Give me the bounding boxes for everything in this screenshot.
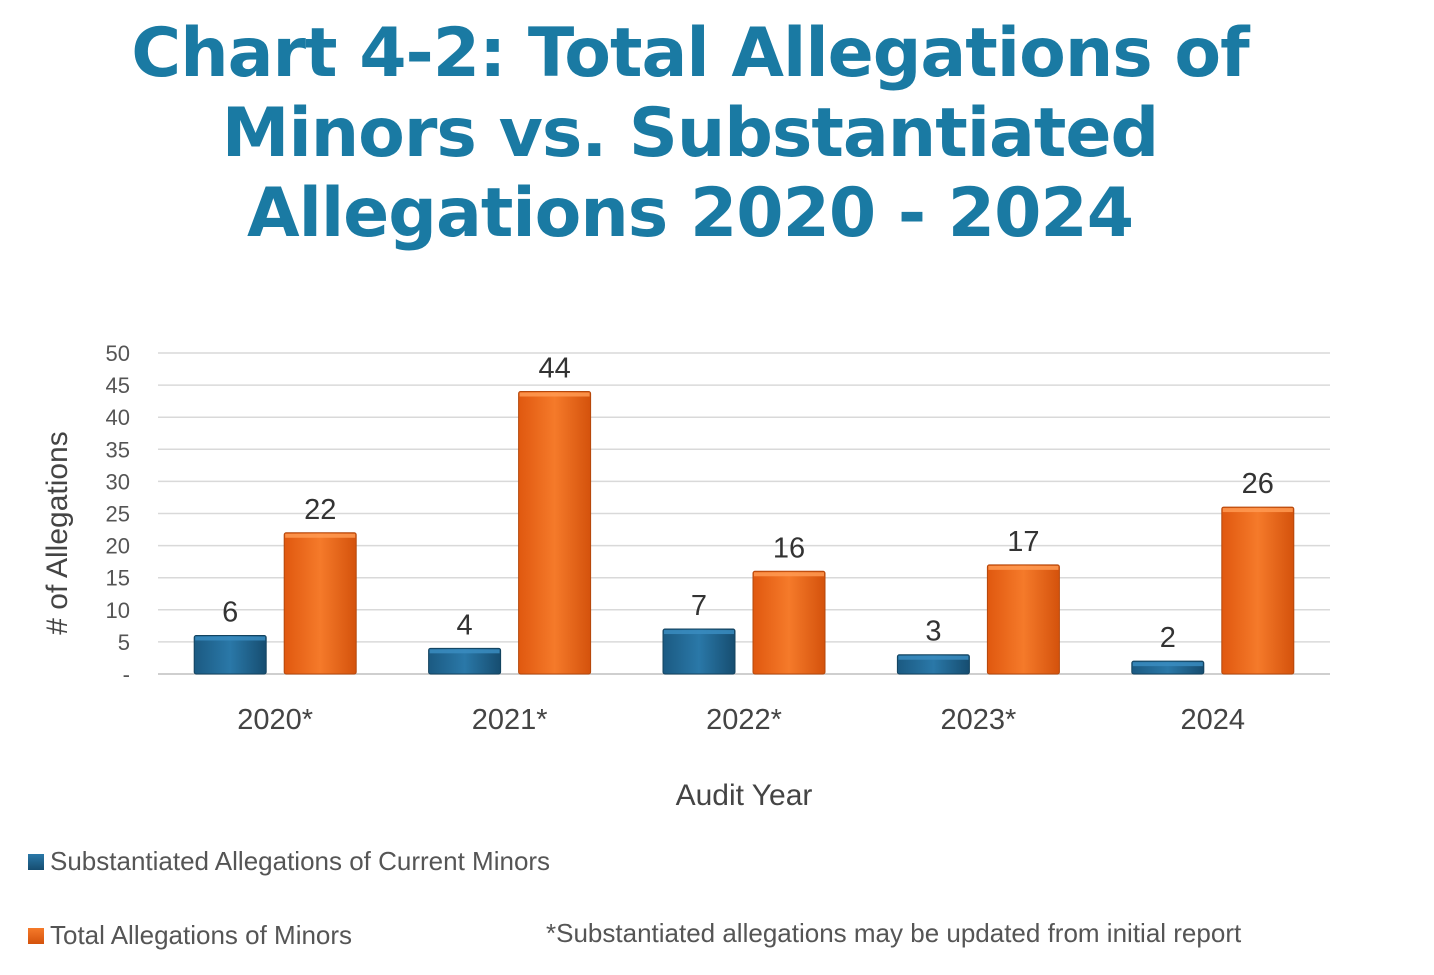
data-label: 2 <box>1160 622 1176 654</box>
bar-substantiated-highlight <box>1132 662 1203 667</box>
bar-substantiated-highlight <box>195 636 266 641</box>
bar-total-highlight <box>285 533 356 538</box>
footnote: *Substantiated allegations may be update… <box>546 918 1242 948</box>
legend-item-total: Total Allegations of Minors <box>28 920 352 951</box>
data-label: 17 <box>1007 526 1039 558</box>
data-label: 44 <box>538 353 570 385</box>
x-axis-categories: 2020* 2021* 2022* 2023* 2024 <box>237 704 1245 736</box>
y-tick-label: 20 <box>106 534 130 559</box>
bar-total-highlight <box>1222 508 1293 513</box>
bar-substantiated <box>428 647 502 675</box>
bar-substantiated-highlight <box>664 630 734 635</box>
data-label: 6 <box>222 596 238 628</box>
bar-total <box>752 570 826 675</box>
bar-total <box>1221 506 1295 675</box>
legend-item-substantiated: Substantiated Allegations of Current Min… <box>28 846 550 877</box>
data-label: 4 <box>457 609 473 641</box>
chart-title-line-1: Chart 4-2: Total Allegations of <box>131 14 1249 93</box>
y-tick-label: 40 <box>106 405 130 430</box>
y-axis-title: # of Allegations <box>41 431 74 634</box>
bar-total-highlight <box>519 392 590 397</box>
x-category-label: 2021* <box>472 704 548 736</box>
bar-total-highlight <box>754 572 824 577</box>
bar-substantiated <box>193 634 267 675</box>
y-tick-label: 45 <box>106 373 130 398</box>
bar-substantiated-highlight <box>898 655 969 660</box>
legend-label-substantiated: Substantiated Allegations of Current Min… <box>50 846 551 876</box>
chart-title-line-3: Allegations 2020 - 2024 <box>246 174 1134 253</box>
bar-total-highlight <box>988 565 1059 570</box>
y-tick-label: 25 <box>106 502 130 527</box>
legend-swatch-substantiated <box>28 853 44 870</box>
bar-total <box>283 532 357 675</box>
x-axis-title: Audit Year <box>676 779 813 812</box>
y-tick-label: 5 <box>118 630 130 655</box>
y-tick-label: 15 <box>106 566 130 591</box>
chart-title-line-2: Minors vs. Substantiated <box>221 94 1159 173</box>
chart-title: Chart 4-2: Total Allegations of Minors v… <box>0 14 1380 254</box>
data-label: 7 <box>691 590 707 622</box>
bar-substantiated-highlight <box>429 649 500 654</box>
y-tick-label: 50 <box>106 341 130 366</box>
data-label: 22 <box>304 494 336 526</box>
x-category-label: 2024 <box>1181 704 1246 736</box>
bar-substantiated <box>662 628 736 675</box>
y-tick-label: 10 <box>106 598 130 623</box>
x-category-label: 2020* <box>237 704 313 736</box>
y-axis-ticks: - 5 10 15 20 25 30 35 40 45 50 <box>106 341 130 687</box>
bar-total <box>986 564 1060 675</box>
data-label: 26 <box>1242 468 1274 500</box>
legend-swatch-total <box>28 927 44 944</box>
y-tick-label: - <box>123 662 130 687</box>
data-label: 16 <box>773 532 805 564</box>
y-tick-label: 35 <box>106 437 130 462</box>
bars <box>193 391 1295 675</box>
x-category-label: 2022* <box>706 704 782 736</box>
y-tick-label: 30 <box>106 469 130 494</box>
x-category-label: 2023* <box>940 704 1016 736</box>
data-label: 3 <box>925 616 941 648</box>
bar-total <box>518 391 592 675</box>
legend-label-total: Total Allegations of Minors <box>50 920 353 950</box>
